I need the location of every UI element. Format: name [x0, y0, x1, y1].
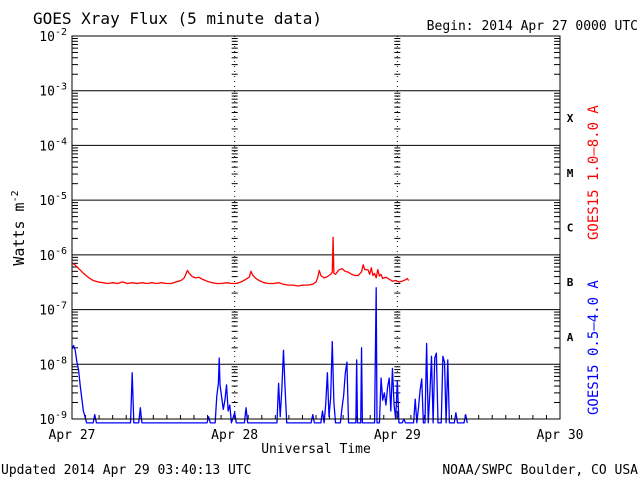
y-tick-label: 10-5 — [39, 191, 67, 209]
y-tick-label: 10-9 — [39, 410, 67, 428]
svg-text:Watts m-2: Watts m-2 — [10, 190, 28, 265]
flare-class-labels: X M C B A — [567, 112, 574, 344]
y-tick-label-base: 10 — [39, 304, 55, 319]
y-tick-label: 10-8 — [39, 355, 67, 373]
y-tick-labels: 10-210-310-410-510-610-710-810-9 — [39, 27, 67, 428]
flare-class-label: B — [567, 276, 574, 289]
y-tick-label-exponent: -4 — [55, 136, 67, 147]
x-tick-labels: Apr 27 Apr 28 Apr 29 Apr 30 — [49, 428, 584, 443]
y-tick-label: 10-3 — [39, 82, 67, 100]
flare-class-label: X — [567, 112, 574, 125]
x-tick-label: Apr 30 — [537, 428, 584, 443]
footer-updated: Updated 2014 Apr 29 03:40:13 UTC — [1, 463, 251, 478]
y-tick-label-base: 10 — [39, 194, 55, 209]
y-tick-label: 10-7 — [39, 301, 67, 319]
y-tick-label-exponent: -9 — [55, 410, 67, 421]
x-tick-label: Apr 29 — [374, 428, 421, 443]
y-tick-label-exponent: -3 — [55, 82, 67, 93]
y-tick-label-exponent: -7 — [55, 301, 67, 312]
series-layer — [71, 236, 468, 424]
y-tick-label-base: 10 — [39, 30, 55, 45]
y-axis-label-exponent: -2 — [10, 190, 21, 202]
y-tick-label-exponent: -8 — [55, 355, 67, 366]
y-tick-label-base: 10 — [39, 85, 55, 100]
grid-layer — [72, 35, 560, 420]
minor-tick-layer — [71, 38, 561, 419]
chart-title: GOES Xray Flux (5 minute data) — [33, 9, 322, 28]
y-tick-label-exponent: -6 — [55, 246, 67, 257]
y-tick-label: 10-6 — [39, 246, 67, 264]
y-tick-label: 10-4 — [39, 136, 67, 154]
y-tick-label-base: 10 — [39, 358, 55, 373]
plot-frame — [71, 35, 561, 420]
flare-class-label: A — [567, 331, 574, 344]
flare-class-label: C — [567, 222, 574, 235]
y-tick-label: 10-2 — [39, 27, 67, 45]
y-tick-label-base: 10 — [39, 413, 55, 428]
begin-label: Begin: 2014 Apr 27 0000 UTC — [427, 19, 638, 34]
legend-series-long: GOES15 1.0–8.0 A — [586, 105, 602, 240]
x-tick-label: Apr 28 — [211, 428, 258, 443]
x-axis-label: Universal Time — [261, 442, 371, 457]
series-line-short — [71, 287, 468, 424]
legend-series-short: GOES15 0.5–4.0 A — [586, 280, 602, 415]
flare-class-label: M — [567, 167, 574, 180]
y-tick-label-exponent: -2 — [55, 27, 67, 38]
y-tick-label-base: 10 — [39, 249, 55, 264]
y-axis-label-text: Watts m — [10, 202, 28, 265]
y-tick-label-base: 10 — [39, 139, 55, 154]
y-tick-label-exponent: -5 — [55, 191, 67, 202]
footer-credit: NOAA/SWPC Boulder, CO USA — [442, 463, 638, 478]
series-line-long — [71, 236, 410, 287]
x-tick-label: Apr 27 — [49, 428, 96, 443]
y-axis-label: Watts m-2 — [10, 190, 28, 265]
